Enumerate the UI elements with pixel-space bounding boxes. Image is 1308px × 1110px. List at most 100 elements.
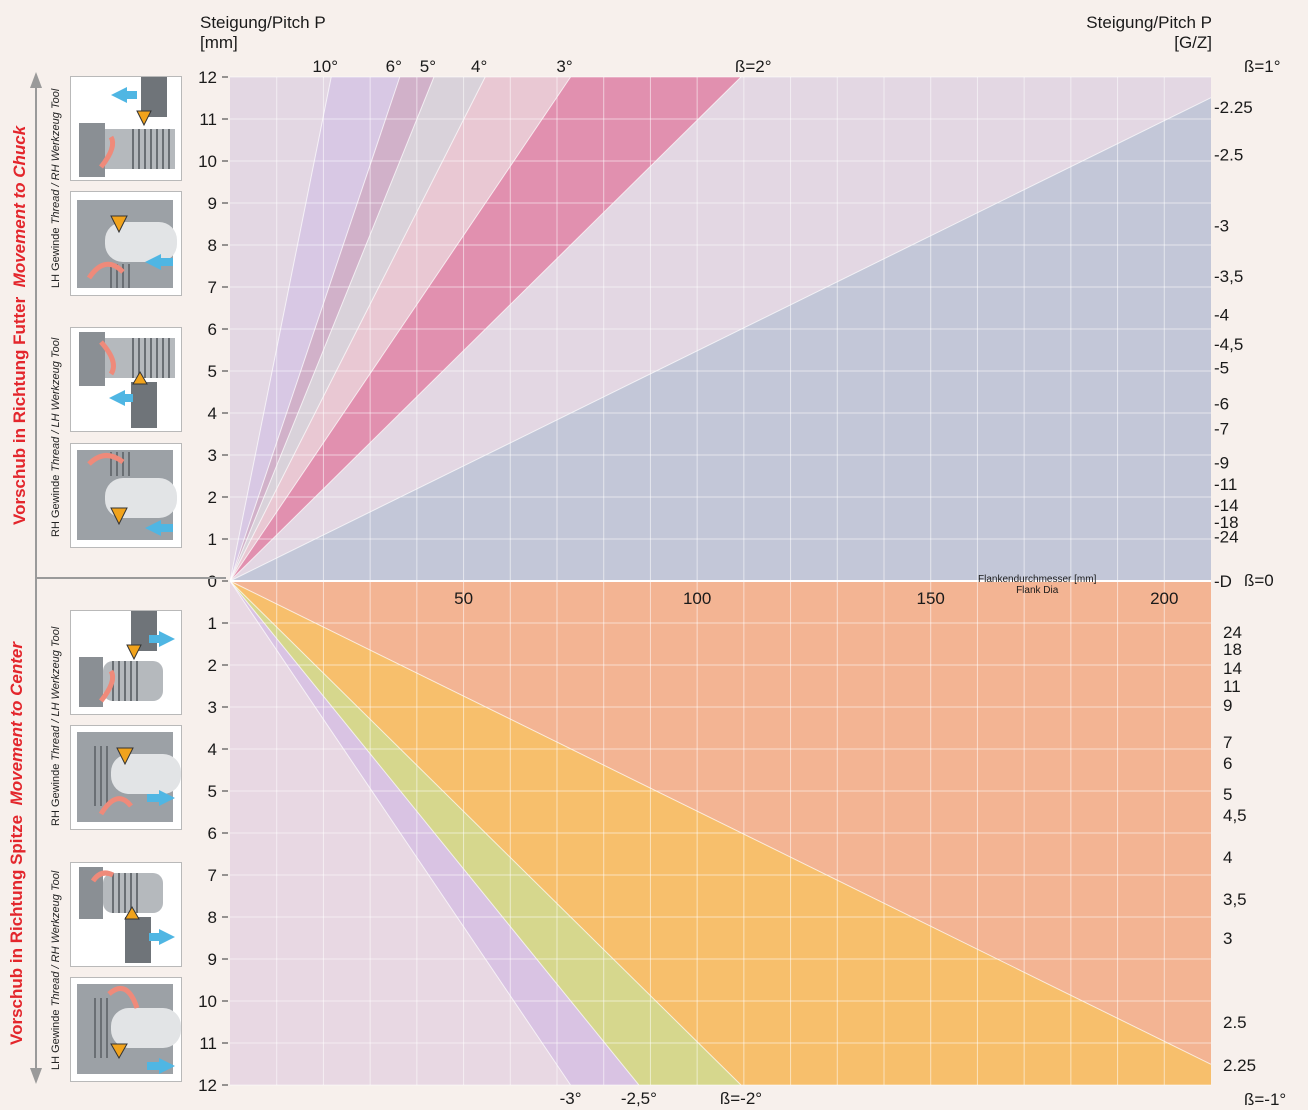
right-tpi-label: 18 bbox=[1223, 640, 1242, 659]
panel-group-3-de: RH Gewinde bbox=[50, 763, 62, 826]
right-tpi-label: -5 bbox=[1214, 359, 1229, 378]
right-axis-title-line2: [G/Z] bbox=[1174, 33, 1212, 52]
panel-group-3-label: RH Gewinde Thread / LH Werkzeug Tool bbox=[50, 627, 62, 826]
right-tpi-label: 3 bbox=[1223, 929, 1232, 948]
left-tick-label: 7 bbox=[208, 866, 217, 885]
angle-line bbox=[229, 97, 1212, 582]
left-tick-label: 1 bbox=[208, 530, 217, 549]
tool-panel-3 bbox=[70, 327, 182, 432]
tool-panel-4 bbox=[70, 443, 182, 548]
flank-axis-label: Flankendurchmesser [mm] Flank Dia bbox=[978, 574, 1096, 596]
boring-tool-illustration bbox=[77, 450, 177, 540]
right-tpi-label: 4 bbox=[1223, 848, 1232, 867]
left-tick-label: 12 bbox=[198, 68, 217, 87]
left-tick-label: 3 bbox=[208, 446, 217, 465]
angle-label-top: 10° bbox=[312, 57, 338, 76]
right-tpi-label: 6 bbox=[1223, 754, 1232, 773]
right-tpi-label: 2.25 bbox=[1223, 1056, 1256, 1075]
tool-panel-7 bbox=[70, 862, 182, 967]
panel-group-4-label: LH Gewinde Thread / RH Werkzeug Tool bbox=[50, 871, 62, 1070]
flank-tick-label: 150 bbox=[917, 589, 945, 608]
left-tick-label: 5 bbox=[208, 362, 217, 381]
angle-line bbox=[229, 580, 1212, 1065]
left-tick-label: 11 bbox=[199, 1034, 217, 1053]
tool-panel-6 bbox=[70, 725, 182, 830]
right-tpi-label: -14 bbox=[1214, 496, 1239, 515]
right-axis-title-line1: Steigung/Pitch P bbox=[1086, 13, 1212, 32]
boring-tool-illustration bbox=[77, 200, 177, 288]
boring-tool-illustration bbox=[77, 732, 181, 822]
left-axis-title-line2: [mm] bbox=[200, 33, 238, 52]
right-tpi-label: -4 bbox=[1214, 305, 1229, 324]
panel-group-2-en: Thread / LH Werkzeug Tool bbox=[50, 337, 62, 472]
right-tpi-label: -7 bbox=[1214, 420, 1229, 439]
right-tpi-label: -9 bbox=[1214, 454, 1229, 473]
angle-label-top: 6° bbox=[386, 57, 402, 76]
flank-axis-label-line1: Flankendurchmesser [mm] bbox=[978, 574, 1097, 585]
tool-panel-2 bbox=[70, 191, 182, 296]
right-tpi-label: -3,5 bbox=[1214, 267, 1243, 286]
tool-panel-5 bbox=[70, 610, 182, 715]
left-tick-label: 7 bbox=[208, 278, 217, 297]
right-tpi-label: -11 bbox=[1214, 475, 1237, 494]
left-axis-title: Steigung/Pitch P [mm] bbox=[200, 13, 326, 53]
right-tpi-label: 4,5 bbox=[1223, 806, 1247, 825]
left-tick-label: 2 bbox=[208, 488, 217, 507]
angle-label-right-bottom: ß=-1° bbox=[1244, 1090, 1286, 1109]
angle-label-top: 5° bbox=[420, 57, 436, 76]
left-tick-label: 9 bbox=[208, 950, 217, 969]
right-tpi-label: -24 bbox=[1214, 527, 1239, 546]
panel-group-4-de: LH Gewinde bbox=[50, 1009, 62, 1070]
section-divider bbox=[36, 577, 226, 579]
left-tick-label: 8 bbox=[208, 236, 217, 255]
panel-group-2-label: RH Gewinde Thread / LH Werkzeug Tool bbox=[50, 338, 62, 537]
right-axis-title: Steigung/Pitch P [G/Z] bbox=[1040, 13, 1212, 53]
right-tpi-label: 3,5 bbox=[1223, 890, 1247, 909]
angle-label-top: ß=2° bbox=[735, 57, 772, 76]
right-tpi-label: -2.25 bbox=[1214, 98, 1253, 117]
grid-lines bbox=[230, 76, 1211, 1086]
panel-group-4-en: Thread / RH Werkzeug Tool bbox=[50, 870, 62, 1007]
left-tick-label: 4 bbox=[208, 740, 217, 759]
angle-label-top: 4° bbox=[471, 57, 487, 76]
right-tpi-label: 14 bbox=[1223, 659, 1242, 678]
angle-label-top: 3° bbox=[556, 57, 572, 76]
right-tpi-label: 5 bbox=[1223, 785, 1232, 804]
panel-group-2-de: RH Gewinde bbox=[50, 474, 62, 537]
side-label-lower: Vorschub in Richtung Spitze Movement to … bbox=[7, 642, 27, 1045]
left-tick-label: 6 bbox=[208, 824, 217, 843]
right-tpi-label: -4,5 bbox=[1214, 335, 1243, 354]
angle-label-bottom: -3° bbox=[560, 1089, 582, 1108]
side-label-lower-en: Movement to Center bbox=[7, 641, 26, 806]
right-tpi-label: -18 bbox=[1214, 513, 1239, 532]
flank-tick-label: 100 bbox=[683, 589, 711, 608]
left-tick-label: 0 bbox=[208, 572, 217, 591]
right-tpi-label: 7 bbox=[1223, 733, 1232, 752]
left-tick-label: 10 bbox=[198, 992, 217, 1011]
left-tick-label: 9 bbox=[208, 194, 217, 213]
panel-group-1-label: LH Gewinde Thread / RH Werkzeug Tool bbox=[50, 89, 62, 288]
right-tpi-label: 24 bbox=[1223, 623, 1242, 642]
left-tick-label: 10 bbox=[198, 152, 217, 171]
right-tpi-label: -D bbox=[1214, 572, 1232, 591]
turning-tool-illustration bbox=[79, 867, 175, 963]
panel-group-3-en: Thread / LH Werkzeug Tool bbox=[50, 626, 62, 761]
left-tick-label: 4 bbox=[208, 404, 217, 423]
side-arrow bbox=[30, 72, 42, 1084]
flank-axis-label-line2: Flank Dia bbox=[1016, 585, 1059, 596]
flank-tick-label: 200 bbox=[1150, 589, 1178, 608]
left-tick-label: 12 bbox=[198, 1076, 217, 1095]
left-tick-label: 1 bbox=[208, 614, 217, 633]
angle-label-bottom: -2,5° bbox=[621, 1089, 657, 1108]
angle-label-zero: ß=0 bbox=[1244, 571, 1274, 590]
tool-panel-8 bbox=[70, 977, 182, 1082]
turning-tool-illustration bbox=[79, 77, 175, 177]
angle-label-bottom: ß=-2° bbox=[720, 1089, 762, 1108]
left-tick-label: 2 bbox=[208, 656, 217, 675]
left-tick-label: 3 bbox=[208, 698, 217, 717]
turning-tool-illustration bbox=[79, 332, 175, 428]
turning-tool-illustration bbox=[79, 611, 175, 707]
left-tick-label: 8 bbox=[208, 908, 217, 927]
